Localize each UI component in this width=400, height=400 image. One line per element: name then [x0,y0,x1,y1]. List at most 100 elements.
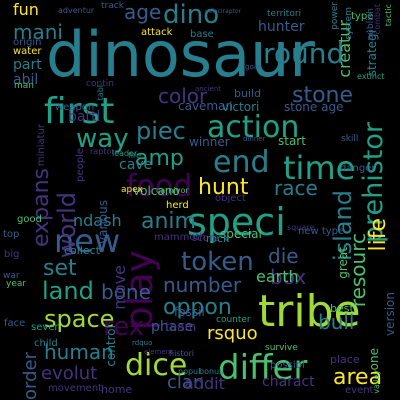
word-cloud-term: end [213,145,270,180]
word-cloud-term: space [44,305,115,333]
word-cloud-term: ndash [73,211,122,230]
word-cloud-term: action [207,110,300,145]
word-cloud-term: histori [169,349,195,358]
word-cloud-term: first [44,91,115,132]
word-cloud-term: object [215,193,246,204]
word-cloud-term: herd [166,200,189,211]
word-cloud-term: human [44,340,114,364]
word-cloud-term: rsquo [207,323,258,344]
word-cloud-term: leader [112,149,138,158]
word-cloud-term: carnivor [156,186,189,195]
word-cloud-term: dinosaur [46,18,315,91]
word-cloud-term: special [220,227,262,241]
word-cloud-term: power [330,2,340,30]
word-cloud-term: cave [119,157,153,173]
word-cloud-term: stone [292,83,354,108]
word-cloud-term: abil [13,72,39,88]
word-cloud-term: extinct [357,72,385,81]
word-cloud-term: way [76,124,129,154]
word-cloud-term: combat [373,4,382,35]
word-cloud-term: build [234,87,262,100]
word-cloud-term: apex [121,185,143,195]
word-cloud-term: ancient [195,85,222,93]
word-cloud-term: great [336,247,350,279]
word-cloud-term: number [163,273,242,297]
word-cloud-term: victori [222,100,260,114]
word-cloud-term: year [6,279,27,289]
word-cloud-term: age [124,0,162,24]
word-cloud-term: miniatur [36,124,47,167]
word-cloud-term: war [3,271,20,281]
word-cloud-term: bonus [199,367,224,376]
word-cloud-term: mani [13,20,63,44]
word-cloud-term: round [263,37,345,70]
word-cloud-term: life [366,218,391,252]
word-cloud-term: origin [13,37,42,48]
word-cloud-term: rdquo [132,339,153,347]
word-cloud-term: stone age [284,100,344,114]
word-cloud-term: best [330,302,354,315]
word-cloud-term: people [75,148,86,182]
word-cloud-term: dinner [243,135,266,143]
word-cloud-term: mammoth [154,232,206,243]
word-cloud-term: man [14,81,34,91]
word-cloud-term: tactic [384,4,393,27]
word-cloud-term: adventur [58,6,95,15]
word-cloud-term: collect [64,244,101,257]
word-cloud-term: race [274,176,318,200]
word-cloud-term: velociraptor [205,8,241,15]
word-cloud-term: possibl [270,360,305,371]
word-cloud-term: type [351,11,374,22]
word-cloud-term: piec [136,117,186,145]
word-cloud-term: part [13,57,42,73]
word-cloud-term: order [20,352,41,400]
word-cloud-term: face [4,318,26,329]
word-cloud-term: land [42,277,94,305]
word-cloud-term: dice [125,348,188,383]
word-cloud-term: caveman [178,99,234,113]
word-cloud-term: token [181,247,254,277]
word-cloud-term: child [34,338,58,349]
word-cloud-term: hunt [198,175,249,200]
word-cloud-term: team [165,320,197,334]
word-cloud-term: big [4,249,20,260]
word-cloud-term: system [344,7,354,40]
word-cloud-term: survive [265,343,298,353]
word-cloud-term: earth [256,267,299,286]
word-cloud-term: differ [218,348,308,388]
word-cloud-term: oppon [163,295,232,320]
word-cloud-term: water [13,46,42,57]
word-cloud-term: time [283,149,356,187]
word-cloud-term: sever [31,322,59,333]
word-cloud-term: version [383,292,397,336]
word-cloud-term: base [190,29,214,40]
word-cloud-term: score [192,233,219,244]
word-cloud-term: attack [141,27,173,38]
word-cloud-term: danger [340,163,376,174]
word-cloud-term: home [101,383,133,396]
word-cloud-term: movement [48,383,103,394]
word-cloud-term: food [126,169,193,204]
word-cloud-term: square [287,223,315,232]
word-cloud-term: addit [184,374,225,393]
word-cloud-term: various [96,200,110,244]
word-cloud-term: fire [128,151,142,160]
word-cloud-term: set [43,256,77,281]
word-cloud-term: dino [163,0,220,30]
word-cloud-term: territori [267,9,302,19]
word-cloud-term: evolut [41,363,98,384]
word-cloud-term: valley [372,370,381,394]
word-cloud-term: fun [13,0,39,19]
word-cloud-term: expans [29,168,54,248]
word-cloud-term: contin [86,79,114,89]
word-cloud-term: die [268,244,299,268]
word-cloud-term: new [54,222,121,260]
word-cloud-term: top [3,229,20,240]
word-cloud-term: place [330,353,360,366]
word-cloud-term: anim [141,209,196,234]
word-cloud-term: amp [135,146,184,171]
word-cloud-term: move [110,265,129,310]
word-cloud-term: tribe [258,286,361,337]
word-cloud-term: element [144,348,173,356]
